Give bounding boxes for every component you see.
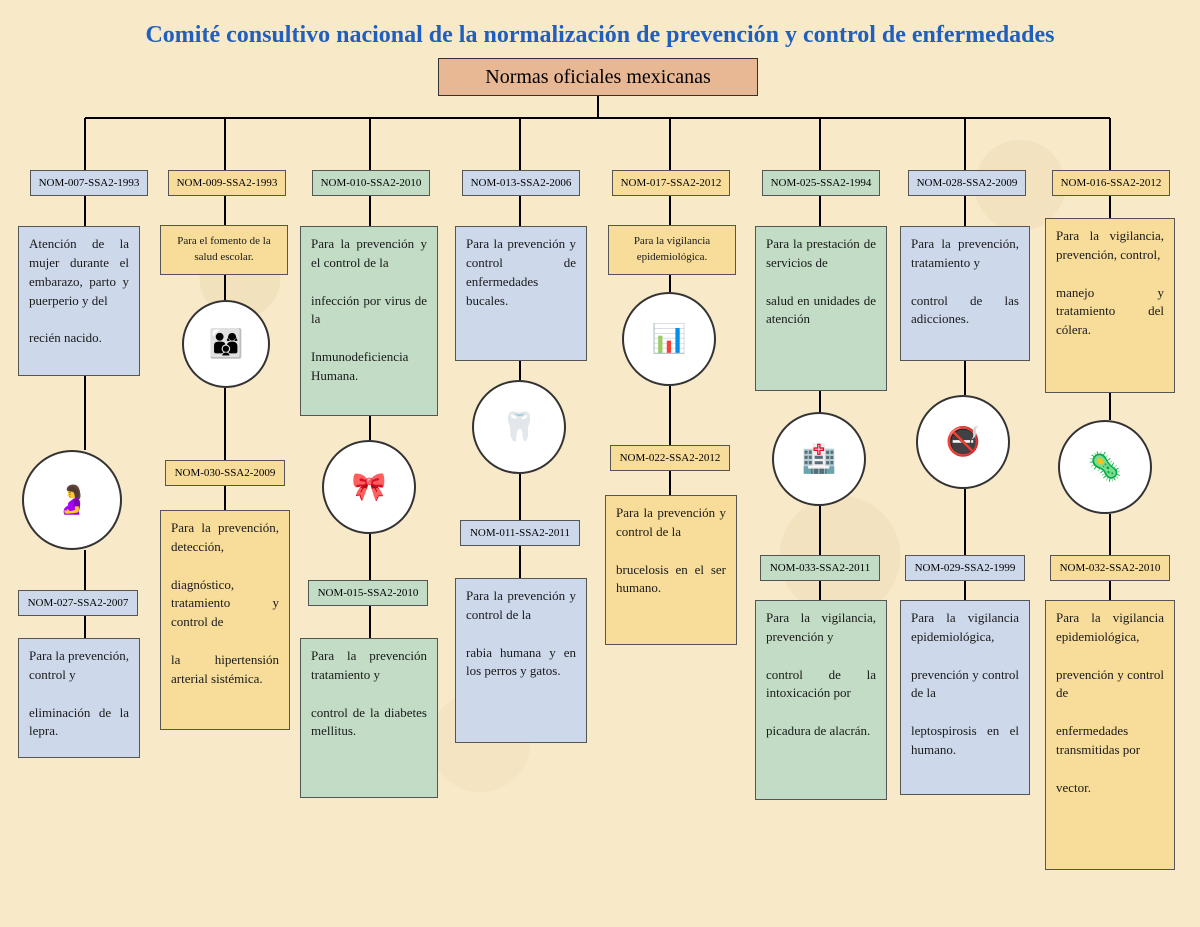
desc-box: Para el fomento de la salud escolar. [160, 225, 288, 275]
code-box: NOM-027-SSA2-2007 [18, 590, 138, 616]
desc-box: Para la vigilancia, prevención, control,… [1045, 218, 1175, 393]
code-box: NOM-016-SSA2-2012 [1052, 170, 1170, 196]
illustration-icon: 🏥 [772, 412, 866, 506]
code-box: NOM-028-SSA2-2009 [908, 170, 1026, 196]
desc-box: Para la prevención, tratamiento y contro… [900, 226, 1030, 361]
code-box: NOM-009-SSA2-1993 [168, 170, 286, 196]
code-box: NOM-033-SSA2-2011 [760, 555, 880, 581]
code-box: NOM-032-SSA2-2010 [1050, 555, 1170, 581]
subtitle-text: Normas oficiales mexicanas [485, 66, 710, 89]
desc-box: Para la prevención, detección, diagnósti… [160, 510, 290, 730]
desc-box: Para la prevención y control de la rabia… [455, 578, 587, 743]
code-box: NOM-007-SSA2-1993 [30, 170, 148, 196]
desc-box: Para la prevención y el control de la in… [300, 226, 438, 416]
illustration-icon: 🚭 [916, 395, 1010, 489]
code-box: NOM-015-SSA2-2010 [308, 580, 428, 606]
code-box: NOM-022-SSA2-2012 [610, 445, 730, 471]
desc-box: Para la prevención tratamiento y control… [300, 638, 438, 798]
illustration-icon: 📊 [622, 292, 716, 386]
code-box: NOM-029-SSA2-1999 [905, 555, 1025, 581]
code-box: NOM-017-SSA2-2012 [612, 170, 730, 196]
desc-box: Para la prevención y control de la bruce… [605, 495, 737, 645]
subtitle-box: Normas oficiales mexicanas [438, 58, 758, 96]
illustration-icon: 🦷 [472, 380, 566, 474]
illustration-icon: 👨‍👩‍👦 [182, 300, 270, 388]
desc-box: Para la prevención y control de enfermed… [455, 226, 587, 361]
illustration-icon: 🤰 [22, 450, 122, 550]
desc-box: Para la prestación de servicios de salud… [755, 226, 887, 391]
desc-box: Para la vigilancia epidemiológica, preve… [900, 600, 1030, 795]
illustration-icon: 🦠 [1058, 420, 1152, 514]
desc-box: Para la vigilancia epidemiológica, preve… [1045, 600, 1175, 870]
desc-box: Para la prevención, control y eliminació… [18, 638, 140, 758]
code-box: NOM-011-SSA2-2011 [460, 520, 580, 546]
desc-box: Para la vigilancia epidemiológica. [608, 225, 736, 275]
code-box: NOM-010-SSA2-2010 [312, 170, 430, 196]
code-box: NOM-030-SSA2-2009 [165, 460, 285, 486]
code-box: NOM-013-SSA2-2006 [462, 170, 580, 196]
page-title: Comité consultivo nacional de la normali… [0, 22, 1200, 49]
code-box: NOM-025-SSA2-1994 [762, 170, 880, 196]
desc-box: Atención de la mujer durante el embarazo… [18, 226, 140, 376]
illustration-icon: 🎀 [322, 440, 416, 534]
desc-box: Para la vigilancia, prevención y control… [755, 600, 887, 800]
